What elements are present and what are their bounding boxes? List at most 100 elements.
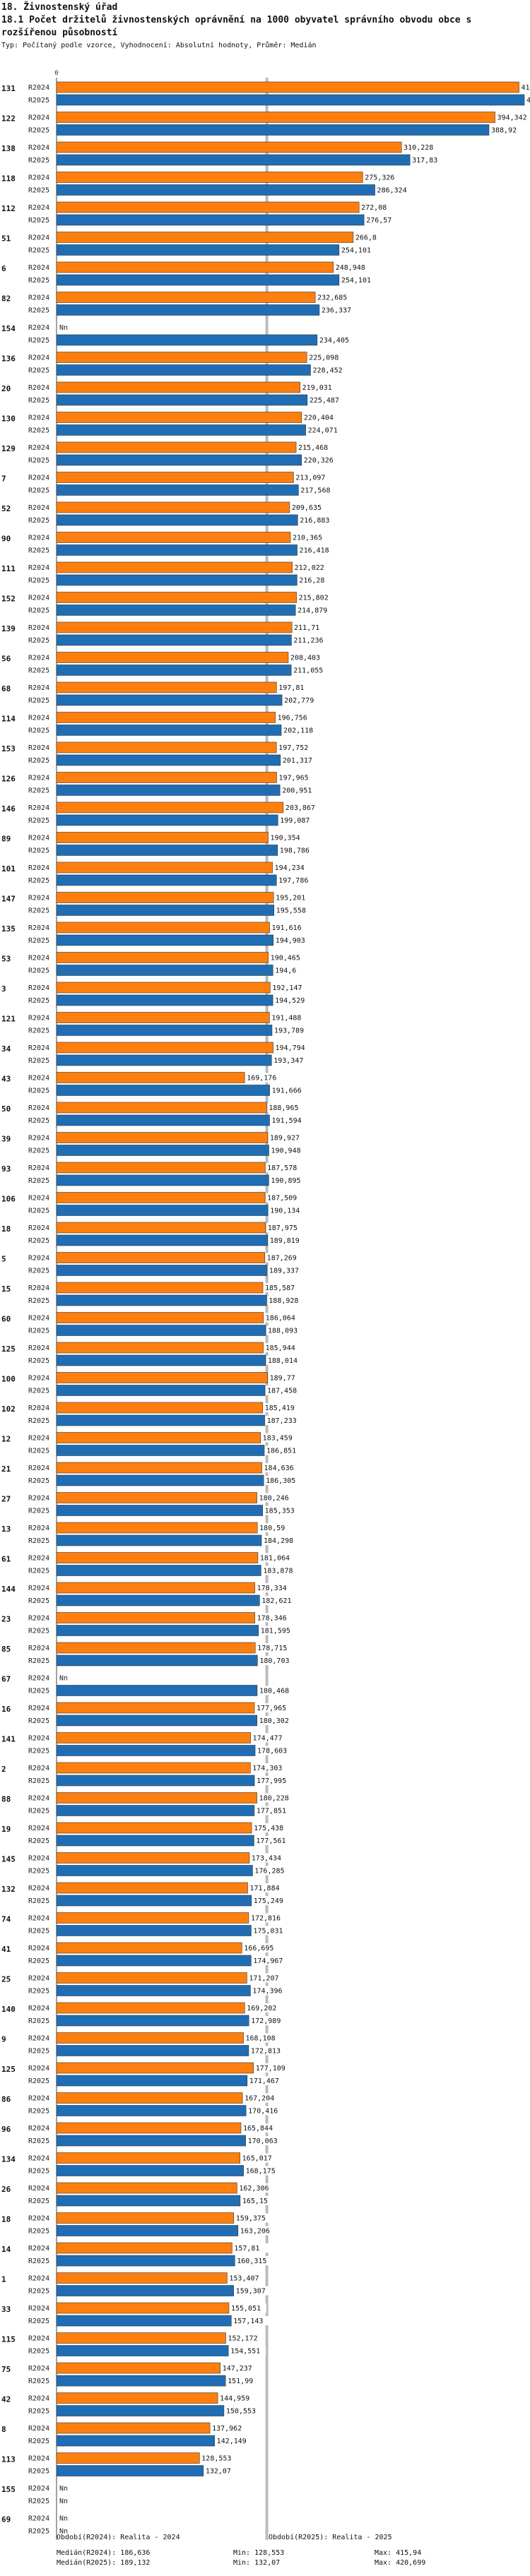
series-label-r2024: R2024	[28, 174, 49, 182]
row-id-label: 12	[1, 1435, 11, 1444]
bar-r2024	[56, 712, 276, 723]
data-label-bg	[232, 2316, 269, 2325]
data-label-bg	[302, 412, 339, 422]
row-id-label: 26	[1, 2185, 11, 2194]
data-label-bg	[307, 395, 345, 405]
data-label-bg	[264, 1283, 301, 1292]
bar-r2024	[56, 441, 297, 453]
bar-r2025	[56, 2135, 246, 2147]
data-label-r2025: 163,206	[240, 2228, 270, 2236]
data-label-bg	[273, 1043, 311, 1052]
series-label-r2024: R2024	[28, 835, 49, 842]
series-label-r2025: R2025	[28, 697, 49, 705]
bar-r2024	[56, 1522, 258, 1534]
data-label-r2025: 201,317	[283, 757, 312, 765]
bar-r2024	[56, 922, 270, 934]
data-label-bg	[256, 1643, 293, 1652]
bar-r2024	[56, 982, 271, 994]
series-label-r2024: R2024	[28, 535, 49, 542]
bar-r2025	[56, 1925, 252, 1936]
data-label-bg	[241, 2123, 278, 2133]
row-id-label: 122	[1, 114, 16, 124]
series-label-r2024: R2024	[28, 2425, 49, 2433]
data-label-bg	[300, 383, 338, 392]
data-label-r2025: 420,699	[526, 97, 530, 105]
row-id-label: 145	[1, 1855, 16, 1864]
data-label-r2024: 189,77	[270, 1375, 295, 1383]
bar-r2024	[56, 201, 360, 213]
bar-r2024	[56, 1432, 261, 1443]
data-label-r2025: 154,551	[230, 2348, 260, 2356]
data-label-r2025: 286,324	[377, 187, 407, 195]
data-label-bg	[339, 245, 377, 255]
data-label-r2025: 216,28	[299, 577, 324, 585]
series-label-r2025: R2025	[28, 367, 49, 375]
series-label-r2024: R2024	[28, 415, 49, 422]
row-id-label: 154	[1, 324, 16, 333]
data-label-r2025: 188,928	[269, 1297, 298, 1305]
data-label-r2025: 180,703	[259, 1657, 289, 1665]
data-label-r2025: 160,315	[237, 2258, 266, 2265]
bar-r2024	[56, 561, 293, 573]
data-label-bg	[244, 2033, 281, 2043]
series-label-r2024: R2024	[28, 2125, 49, 2133]
series-label-r2024: R2024	[28, 804, 49, 812]
chart-footer: Období(R2024): Realita - 2024 Období(R20…	[0, 2534, 530, 2576]
row-id-label: 56	[1, 655, 11, 664]
data-label-r2025: 190,134	[270, 1208, 300, 1215]
data-label-bg	[278, 816, 316, 825]
data-label-r2024: 187,578	[267, 1164, 297, 1172]
series-label-r2024: R2024	[28, 984, 49, 992]
data-label-r2025: 188,014	[268, 1357, 298, 1365]
row-id-label: 112	[1, 204, 16, 213]
data-label-bg	[266, 1325, 303, 1335]
data-label-r2024: 209,635	[292, 504, 322, 512]
series-label-r2024: R2024	[28, 384, 49, 392]
bar-r2024	[56, 2332, 226, 2344]
series-label-r2024: R2024	[28, 1044, 49, 1052]
data-label-bg	[276, 712, 313, 722]
data-label-bg	[360, 203, 397, 212]
data-label-r2025: 180,302	[259, 1717, 289, 1725]
bar-r2025	[56, 1414, 265, 1426]
data-label-r2025: 177,851	[257, 1808, 286, 1815]
data-label-bg	[259, 1626, 296, 1635]
series-label-r2024: R2024	[28, 2065, 49, 2073]
data-label-bg	[245, 1073, 283, 1083]
data-label-r2024: 191,488	[271, 1015, 301, 1022]
row-id-label: 3	[1, 984, 6, 994]
series-label-r2025: R2025	[28, 727, 49, 735]
data-label-r2025: 190,948	[271, 1147, 300, 1155]
data-label-r2025: 170,416	[248, 2108, 278, 2116]
data-label-bg	[254, 1836, 292, 1845]
series-label-r2025: R2025	[28, 1147, 49, 1155]
row-id-label: 14	[1, 2245, 11, 2254]
data-label-bg	[281, 785, 318, 795]
data-label-bg	[277, 683, 314, 692]
bar-r2025	[56, 1505, 263, 1516]
series-label-r2025: R2025	[28, 2228, 49, 2236]
bar-r2025	[56, 1625, 259, 1636]
data-label-r2025: 193,789	[274, 1027, 304, 1035]
data-label-r2024: 211,71	[294, 624, 319, 632]
data-label-bg	[495, 112, 530, 122]
series-label-r2025: R2025	[28, 1808, 49, 1815]
data-label-r2025: 176,285	[254, 1868, 284, 1876]
row-id-label: 89	[1, 835, 11, 844]
data-label-bg	[319, 305, 357, 315]
bar-r2025	[56, 1985, 251, 1996]
row-id-label: 129	[1, 444, 16, 453]
series-label-r2025: R2025	[28, 1388, 49, 1395]
data-label-r2025: 185,353	[265, 1508, 295, 1515]
bar-r2025	[56, 1205, 269, 1216]
row-id-label: 134	[1, 2155, 16, 2164]
series-label-r2024: R2024	[28, 1284, 49, 1292]
data-label-bg	[363, 172, 401, 182]
data-label-r2024: 185,587	[265, 1284, 295, 1292]
bar-r2025	[56, 304, 320, 316]
data-label-bg	[257, 1716, 295, 1725]
series-label-r2025: R2025	[28, 2498, 49, 2505]
series-label-r2025: R2025	[28, 1508, 49, 1515]
series-label-r2024: R2024	[28, 1825, 49, 1832]
series-label-r2025: R2025	[28, 937, 49, 945]
